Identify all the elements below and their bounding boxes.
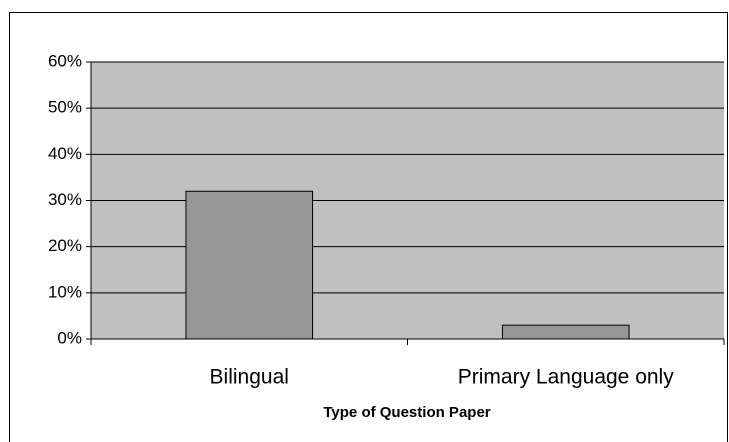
x-axis-title: Type of Question Paper	[323, 404, 490, 421]
chart-frame	[9, 12, 728, 442]
y-tick-label: 50%	[48, 98, 82, 117]
x-tick-label: Bilingual	[210, 366, 289, 389]
y-tick-label: 30%	[48, 190, 82, 209]
y-tick-label: 0%	[57, 328, 82, 347]
y-tick-label: 60%	[48, 51, 82, 70]
x-tick-label: Primary Language only	[458, 366, 674, 389]
y-tick-label: 10%	[48, 282, 82, 301]
bar	[185, 190, 314, 340]
y-tick-label: 40%	[48, 144, 82, 163]
y-tick-label: 20%	[48, 236, 82, 255]
bar	[501, 324, 630, 340]
